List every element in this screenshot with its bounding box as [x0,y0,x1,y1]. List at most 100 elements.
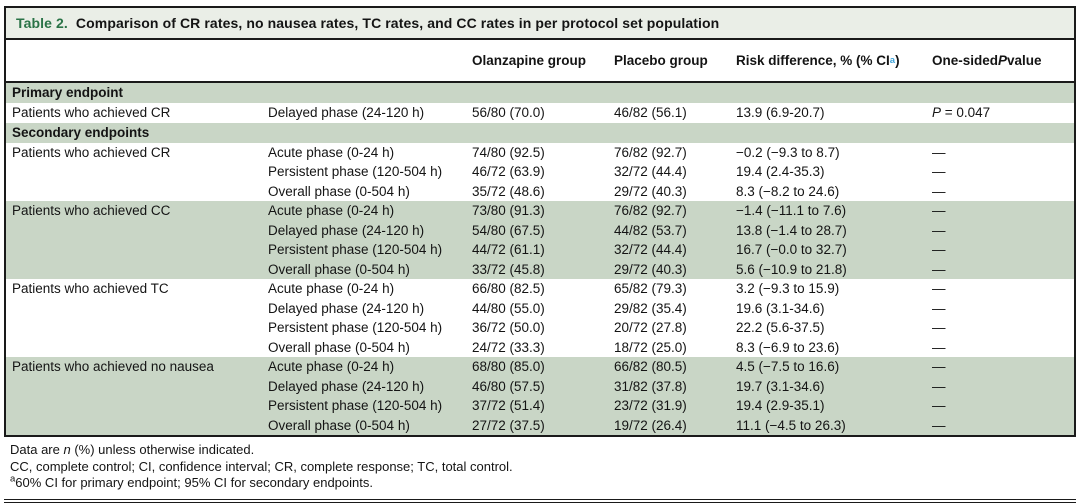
p-value-cell: — [928,357,1074,377]
placebo-cell: 23/72 (31.9) [610,396,732,416]
phase-cell: Persistent phase (120-504 h) [268,164,443,179]
risk-difference-cell: 13.9 (6.9-20.7) [736,105,825,120]
risk-difference-cell: 13.8 (−1.4 to 28.7) [732,220,928,240]
endpoint-cell [6,220,264,240]
table-body: Primary endpoint Patients who achieved CR… [6,83,1074,435]
placebo-cell: 76/82 (92.7) [610,201,732,221]
phase-cell: Overall phase (0-504 h) [264,415,468,435]
olanzapine-cell: 37/72 (51.4) [468,396,610,416]
endpoint-cell: Patients who achieved CC [6,201,264,221]
p-value-cell: — [932,183,946,199]
footnote-line: CC, complete control; CI, confidence int… [10,458,513,474]
olanzapine-cell: 36/72 (50.0) [472,320,545,335]
phase-cell: Overall phase (0-504 h) [268,183,410,199]
phase-cell: Acute phase (0-24 h) [268,144,395,160]
risk-difference-cell: 22.2 (5.6-37.5) [736,320,825,335]
footnote-line: a60% CI for primary endpoint; 95% CI for… [10,473,373,490]
p-value-cell: — [928,396,1074,416]
table-grid: Olanzapine group Placebo group Risk diff… [6,40,1074,83]
placebo-cell: 29/72 (40.3) [614,183,687,199]
risk-difference-cell: 19.7 (3.1-34.6) [732,376,928,396]
placebo-cell: 46/82 (56.1) [614,105,687,120]
olanzapine-cell: 56/80 (70.0) [472,105,545,120]
endpoint-cell [6,299,264,319]
endpoint-cell [6,415,264,435]
placebo-cell: 29/82 (35.4) [614,300,687,316]
risk-difference-cell: 19.4 (2.9-35.1) [732,396,928,416]
olanzapine-cell: 27/72 (37.5) [468,415,610,435]
phase-cell: Overall phase (0-504 h) [268,339,410,355]
endpoint-cell [6,162,264,182]
olanzapine-cell: 35/72 (48.6) [472,183,545,199]
phase-cell: Acute phase (0-24 h) [264,357,468,377]
risk-difference-cell: 19.4 (2.4-35.3) [736,164,825,179]
phase-cell: Delayed phase (24-120 h) [264,376,468,396]
footnote-line: Data are n (%) unless otherwise indicate… [10,442,255,457]
header-one-sided-p-value: One-sided P value [928,40,1074,83]
header-phase-column [264,40,468,83]
endpoint-cell [6,338,264,358]
risk-difference-cell: 5.6 (−10.9 to 21.8) [732,259,928,279]
p-value-cell: — [932,339,946,355]
phase-cell: Persistent phase (120-504 h) [264,396,468,416]
olanzapine-cell: 33/72 (45.8) [468,259,610,279]
table-caption-text: Comparison of CR rates, no nausea rates,… [75,15,720,31]
risk-difference-cell: −0.2 (−9.3 to 8.7) [736,144,840,160]
phase-cell: Delayed phase (24-120 h) [268,105,425,120]
placebo-cell: 29/72 (40.3) [610,259,732,279]
phase-cell: Delayed phase (24-120 h) [268,300,425,316]
olanzapine-cell: 66/80 (82.5) [472,281,545,296]
endpoint-cell [6,259,264,279]
olanzapine-cell: 24/72 (33.3) [472,339,545,355]
endpoint-cell: Patients who achieved TC [12,281,169,296]
placebo-cell: 66/82 (80.5) [610,357,732,377]
phase-cell: Acute phase (0-24 h) [264,201,468,221]
endpoint-cell [6,376,264,396]
p-value-cell: — [928,220,1074,240]
table-caption-label: Table 2. [16,15,68,31]
risk-difference-cell: 4.5 (−7.5 to 16.6) [732,357,928,377]
p-value-cell: — [928,201,1074,221]
phase-cell: Overall phase (0-504 h) [264,259,468,279]
table-caption: Table 2. Comparison of CR rates, no naus… [6,8,1074,40]
p-value-cell: — [932,281,946,296]
p-value-cell: — [932,300,946,316]
endpoint-cell [6,240,264,260]
endpoint-cell [6,396,264,416]
p-value-cell: — [928,376,1074,396]
endpoint-cell: Patients who achieved CR [12,105,171,120]
phase-cell: Acute phase (0-24 h) [268,281,395,296]
header-risk-difference: Risk difference, % (% CI a) [732,40,928,83]
placebo-cell: 20/72 (27.8) [614,320,687,335]
olanzapine-cell: 73/80 (91.3) [468,201,610,221]
olanzapine-cell: 44/80 (55.0) [472,300,545,316]
section-band: Primary endpoint [6,83,1074,103]
placebo-cell: 32/72 (44.4) [610,240,732,260]
endpoint-cell: Patients who achieved CR [12,144,171,160]
placebo-cell: 18/72 (25.0) [614,339,687,355]
olanzapine-cell: 46/80 (57.5) [468,376,610,396]
p-value-cell: — [932,144,946,160]
placebo-cell: 19/72 (26.4) [610,415,732,435]
header-endpoint-column [6,40,264,83]
olanzapine-cell: 74/80 (92.5) [472,144,545,160]
p-value-cell: — [928,259,1074,279]
phase-cell: Persistent phase (120-504 h) [264,240,468,260]
endpoint-cell: Patients who achieved no nausea [6,357,264,377]
table-2: Table 2. Comparison of CR rates, no naus… [4,6,1076,437]
endpoint-cell [6,182,264,202]
p-value-cell: — [932,164,946,179]
risk-difference-cell: 11.1 (−4.5 to 26.3) [732,415,928,435]
risk-difference-cell: −1.4 (−11.1 to 7.6) [732,201,928,221]
header-olanzapine-group: Olanzapine group [468,40,610,83]
placebo-cell: 65/82 (79.3) [614,281,687,296]
section-band: Secondary endpoints [6,122,1074,143]
p-value-cell: P = 0.047 [932,105,991,120]
p-value-cell: — [928,240,1074,260]
header-placebo-group: Placebo group [610,40,732,83]
olanzapine-cell: 54/80 (67.5) [468,220,610,240]
risk-difference-cell: 16.7 (−0.0 to 32.7) [732,240,928,260]
olanzapine-cell: 44/72 (61.1) [468,240,610,260]
endpoint-cell [6,318,264,338]
